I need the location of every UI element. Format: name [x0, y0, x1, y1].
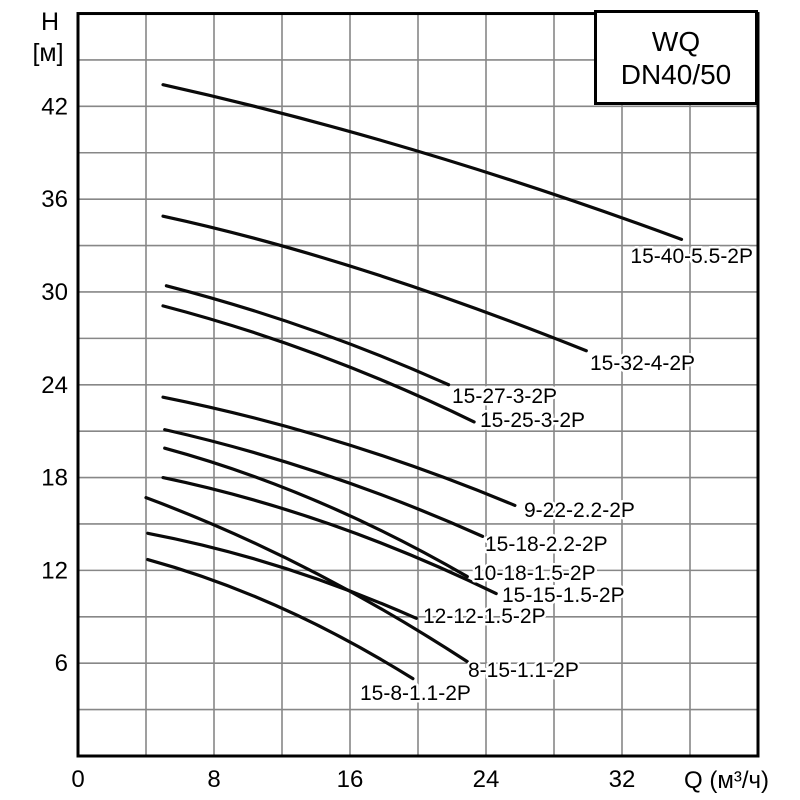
- curve-label-15-40-5.5-2P: 15-40-5.5-2P: [630, 245, 753, 268]
- pump-curve-15-32-4-2P: [161, 214, 588, 353]
- x-tick-label: 0: [71, 766, 84, 793]
- pump-curve-15-15-1.5-2P: [161, 475, 498, 596]
- y-axis-title-line1: H: [41, 8, 59, 36]
- pump-curve-15-25-3-2P: [161, 304, 476, 424]
- x-tick-label: 16: [337, 766, 364, 793]
- pump-curve-15-40-5.5-2P: [161, 83, 684, 241]
- y-tick-label: 18: [41, 465, 68, 492]
- model-series-box: WQ DN40/50: [594, 10, 758, 105]
- series-size: DN40/50: [620, 58, 732, 90]
- pump-curve-15-27-3-2P: [164, 284, 451, 387]
- y-tick-label: 12: [41, 557, 68, 584]
- curve-label-15-25-3-2P: 15-25-3-2P: [480, 409, 585, 432]
- curve-label-15-18-2.2-2P: 15-18-2.2-2P: [485, 533, 608, 556]
- curve-label-10-18-1.5-2P: 10-18-1.5-2P: [473, 562, 596, 585]
- curve-label-9-22-2.2-2P: 9-22-2.2-2P: [524, 499, 635, 522]
- x-tick-label: 32: [609, 766, 636, 793]
- curve-label-15-32-4-2P: 15-32-4-2P: [590, 352, 695, 375]
- curve-label-8-15-1.1-2P: 8-15-1.1-2P: [468, 659, 579, 682]
- pump-curve-15-18-2.2-2P: [163, 428, 485, 538]
- y-tick-label: 42: [41, 93, 68, 120]
- curve-label-15-15-1.5-2P: 15-15-1.5-2P: [502, 584, 625, 607]
- pump-curve-12-12-1.5-2P: [146, 531, 418, 620]
- x-tick-label: 8: [207, 766, 220, 793]
- y-tick-label: 36: [41, 186, 68, 213]
- pump-curve-8-15-1.1-2P: [144, 496, 469, 664]
- pump-curve-10-18-1.5-2P: [163, 446, 469, 579]
- curve-label-12-12-1.5-2P: 12-12-1.5-2P: [423, 605, 546, 628]
- plot-border: [76, 12, 760, 758]
- pump-curve-15-8-1.1-2P: [146, 557, 415, 681]
- y-tick-label: 6: [55, 650, 68, 677]
- series-name: WQ: [651, 25, 701, 57]
- curve-label-15-8-1.1-2P: 15-8-1.1-2P: [360, 682, 471, 705]
- y-axis-title-line2: [м]: [32, 39, 63, 67]
- curve-label-15-27-3-2P: 15-27-3-2P: [452, 385, 557, 408]
- y-tick-label: 24: [41, 372, 68, 399]
- pump-curve-9-22-2.2-2P: [161, 395, 517, 508]
- y-tick-label: 30: [41, 279, 68, 306]
- x-axis-title: Q (м³/ч): [684, 767, 769, 794]
- x-tick-label: 24: [473, 766, 500, 793]
